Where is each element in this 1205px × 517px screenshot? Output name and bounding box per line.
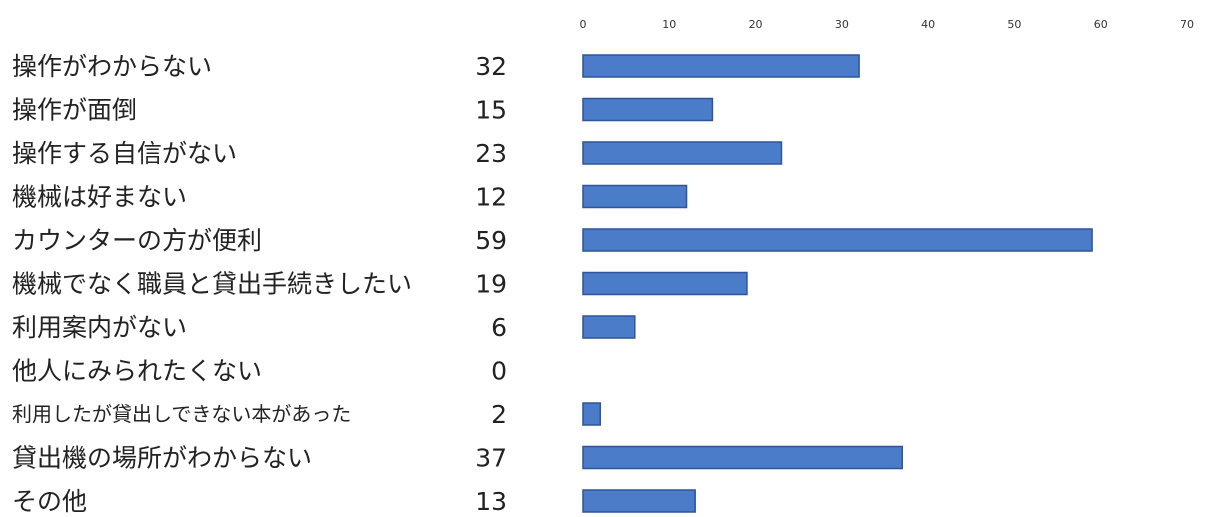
x-tick-label: 60	[1094, 18, 1108, 31]
chart-rows: 操作がわからない 32 操作が面倒 15 操作する自信がない 23 機械は好まない 12 カウン…	[12, 52, 1093, 516]
bar	[582, 271, 748, 296]
bar	[582, 54, 860, 78]
bar	[582, 315, 636, 339]
value-label: 59	[475, 226, 507, 255]
value-label: 37	[475, 444, 507, 473]
bar	[582, 97, 714, 122]
x-tick-label: 0	[580, 18, 587, 31]
value-label: 6	[491, 313, 507, 342]
category-label: 操作が面倒	[12, 96, 137, 125]
chart-row: 操作がわからない 32	[12, 52, 860, 81]
chart-row: 他人にみられたくない 0	[12, 357, 507, 386]
chart-row: 貸出機の場所がわからない 37	[12, 444, 904, 473]
x-tick-label: 40	[921, 18, 935, 31]
chart-row: 利用案内がない 6	[12, 313, 636, 342]
category-label: 貸出機の場所がわからない	[12, 444, 312, 473]
value-label: 23	[475, 139, 507, 168]
chart-row: カウンターの方が便利 59	[12, 226, 1093, 255]
x-tick-label: 20	[749, 18, 763, 31]
category-label: その他	[12, 487, 87, 516]
chart-row: 操作が面倒 15	[12, 96, 714, 125]
value-label: 32	[475, 52, 507, 81]
value-label: 15	[475, 96, 507, 125]
chart-row: 操作する自信がない 23	[12, 139, 783, 168]
category-label: 操作がわからない	[12, 52, 212, 81]
x-tick-label: 70	[1180, 18, 1194, 31]
bar	[582, 445, 904, 470]
category-label: 利用案内がない	[12, 313, 187, 342]
category-label: 利用したが貸出しできない本があった	[12, 402, 351, 426]
value-label: 0	[491, 357, 507, 386]
bar	[582, 228, 1093, 252]
value-label: 12	[475, 183, 507, 212]
chart-row: その他 13	[12, 487, 696, 516]
category-label: 機械は好まない	[12, 183, 187, 212]
value-label: 13	[475, 487, 507, 516]
value-label: 2	[491, 400, 507, 429]
chart-row: 機械は好まない 12	[12, 183, 688, 212]
category-label: 操作する自信がない	[12, 139, 237, 168]
category-label: 機械でなく職員と貸出手続きしたい	[12, 270, 412, 299]
x-tick-label: 10	[662, 18, 676, 31]
x-tick-label: 50	[1007, 18, 1021, 31]
x-tick-label: 30	[835, 18, 849, 31]
bar	[582, 402, 602, 426]
category-label: カウンターの方が便利	[12, 226, 262, 255]
value-label: 19	[475, 270, 507, 299]
x-axis-ticks: 0 10 20 30 40 50 60 70	[580, 18, 1195, 31]
bar	[582, 141, 783, 165]
bar	[582, 184, 688, 209]
chart-row: 機械でなく職員と貸出手続きしたい 19	[12, 270, 748, 299]
bar	[582, 489, 696, 513]
chart-row: 利用したが貸出しできない本があった 2	[12, 400, 602, 429]
category-label: 他人にみられたくない	[12, 357, 262, 386]
